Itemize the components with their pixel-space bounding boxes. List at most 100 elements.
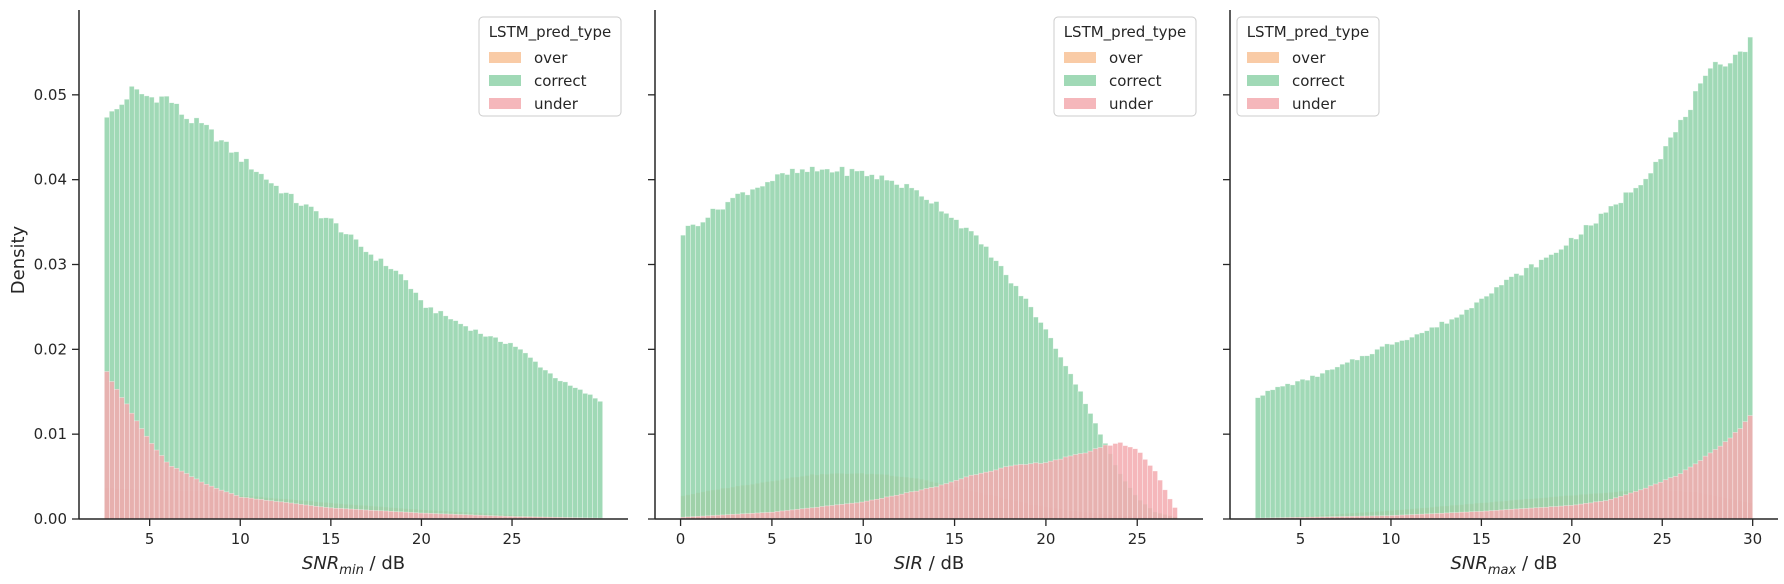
bar-correct [1687,109,1694,520]
bar-correct [1453,317,1460,520]
bar-correct [497,341,504,520]
bar-correct [572,387,579,520]
x-tick-label: 30 [1743,530,1762,548]
bar-under [983,471,989,520]
bar-correct [452,320,459,520]
bar-correct [958,227,965,520]
bar-correct [203,124,210,520]
bar-under [228,493,235,520]
bar-under [318,506,324,520]
bar-under [1042,462,1049,520]
bar-correct [700,221,706,520]
bar-under [1692,463,1699,520]
bar-under [794,509,801,520]
bar-correct [1508,276,1515,520]
bar-under [1162,489,1168,520]
bar-under [223,491,230,520]
series-correct [1255,36,1753,520]
bar-under [348,508,354,520]
bar-correct [1637,184,1644,520]
bar-under [398,511,404,520]
bar-under [1072,454,1079,520]
bar-correct [1618,202,1624,520]
bar-under [422,512,429,520]
bar-under [268,500,275,520]
bar-correct [1364,355,1371,520]
y-tick-label: 0.02 [34,340,67,358]
bar-correct [928,203,935,520]
bar-under [1543,506,1550,520]
bar-correct [1478,298,1485,520]
x-tick-label: 25 [1653,530,1672,548]
bar-under [874,499,880,520]
bar-correct [1573,238,1579,520]
bar-correct [1294,380,1301,520]
bar-under [313,506,319,520]
x-tick-label: 25 [1128,530,1147,548]
bar-under [1172,507,1178,520]
bar-under [1147,465,1153,520]
bar-correct [163,95,170,520]
bar-correct [1349,358,1356,520]
bar-under [1087,450,1094,520]
bar-under [1458,511,1465,520]
bar-correct [948,217,955,520]
bar-under [799,508,806,520]
bar-correct [567,385,574,520]
bar-under [1112,443,1119,520]
bar-correct [587,394,593,520]
bar-correct [1672,131,1679,520]
bar-correct [507,342,514,520]
bar-correct [1558,249,1564,520]
bar-correct [477,333,484,520]
bar-correct [953,219,960,520]
bar-under [1067,455,1074,520]
bar-correct [253,171,260,520]
y-tick-label: 0.01 [34,425,67,443]
bar-correct [1394,341,1400,520]
bar-correct [1603,212,1609,520]
bar-correct [582,393,588,520]
bar-correct [1533,266,1540,520]
bar-correct [1463,309,1470,520]
bar-correct [695,225,701,520]
bar-under [998,467,1004,520]
bar-under [1018,464,1024,520]
bar-correct [720,208,726,520]
bar-under [819,506,825,520]
bar-under [764,512,771,520]
bar-under [953,479,960,520]
bar-correct [1255,397,1261,520]
legend-label-correct: correct [1109,72,1162,90]
bar-correct [1548,254,1555,520]
bar-under [1473,511,1480,520]
bar-under [1508,508,1515,520]
bar-correct [1702,75,1709,520]
bar-correct [323,217,329,520]
bar-under [383,510,389,520]
bar-under [943,483,950,520]
legend-label-under: under [534,95,579,113]
bar-under [1528,507,1535,520]
bar-under [739,513,746,520]
legend-swatch-under [1064,98,1096,109]
bar-under [1737,428,1744,520]
legend-label-under: under [1109,95,1154,113]
bar-correct [248,168,255,520]
bar-under [1062,456,1069,520]
bar-under [343,508,349,520]
bar-correct [338,231,344,520]
legend-swatch-correct [1247,75,1279,86]
bar-under [293,503,299,520]
bar-under [168,466,175,520]
bar-under [913,490,920,520]
bar-under [893,494,900,520]
legend-swatch-correct [1064,75,1096,86]
bar-correct [1677,119,1684,520]
legend-title: LSTM_pred_type [1064,23,1187,42]
bar-correct [1488,292,1495,520]
bar-under [1677,473,1684,520]
x-axis-label: SNRmin / dB [302,553,405,578]
y-tick-label: 0.00 [34,510,67,528]
bar-correct [522,352,529,520]
